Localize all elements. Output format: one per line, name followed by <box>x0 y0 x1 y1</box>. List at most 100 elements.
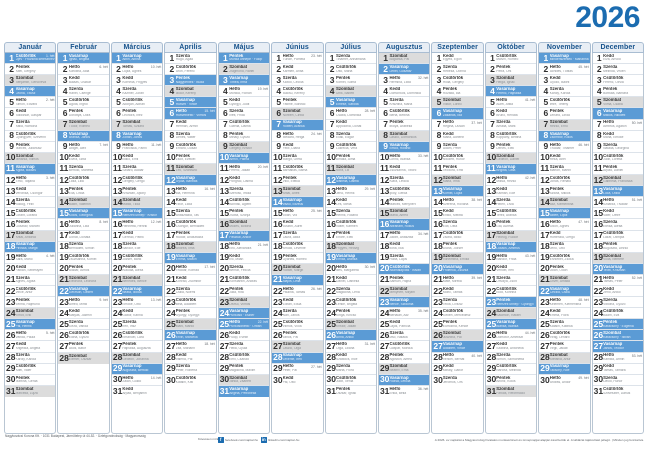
day-row[interactable]: 5 Csütörtök Adorján, Adrián <box>111 97 163 109</box>
day-row[interactable]: 3 Vasárnap Tímea, Irma <box>218 75 270 87</box>
day-row[interactable]: 16 Hétfő Ödön, Ágnes 47. hét <box>539 219 590 231</box>
day-row[interactable]: 9 Hétfő Franciska, Fanni 11. hét <box>111 141 163 153</box>
day-row[interactable]: 17 Szombat Antal, Antónia <box>5 230 56 242</box>
day-row[interactable]: 20 Péntek Aladár, Álmos <box>58 263 109 275</box>
day-row[interactable]: 9 Csütörtök Lukrécia, Vera <box>325 141 376 153</box>
day-row[interactable]: 23 Szerda Tekla, Líviusz <box>432 297 483 309</box>
day-row[interactable]: 8 Péntek Mihály, Győző <box>218 130 270 142</box>
day-row[interactable]: 7 Szerda Attila, Ramóna <box>5 119 56 131</box>
day-row[interactable]: 28 Csütörtök Emil, Csanád <box>218 352 270 364</box>
day-row[interactable]: 5 Vasárnap Emese, Sarolta <box>325 97 376 109</box>
day-row[interactable]: 28 Kedd Szabolcs, Ince <box>325 352 376 364</box>
day-row[interactable]: 19 Hétfő Nándor, Frida 43. hét <box>485 252 537 264</box>
day-row[interactable]: 4 Szombat Ulrik, Babett <box>325 86 376 98</box>
day-row[interactable]: 17 Kedd Hortenzia, Gergő <box>539 230 590 242</box>
month-title[interactable]: Augusztus <box>377 42 431 53</box>
day-row[interactable]: 8 Csütörtök Gyöngyvér, Szeverin <box>5 130 56 142</box>
day-row[interactable]: 20 Kedd Fábián, Sebestyén <box>5 263 56 275</box>
day-row[interactable]: 27 Szerda Hella, Gyula <box>218 341 270 353</box>
day-row[interactable]: 26 Szombat Jusztina, Pál <box>432 330 483 342</box>
month-title[interactable]: Július <box>324 42 377 53</box>
day-row[interactable]: 17 Kedd Gertrúd, Patrik <box>111 230 163 242</box>
day-row[interactable]: 3 Hétfő Hermina, Lídia 32. hét <box>378 75 430 87</box>
day-row[interactable]: 18 Szombat Andrea, Ilma <box>165 241 216 253</box>
day-row[interactable]: 5 Szombat Vilma, Csaba <box>592 97 644 109</box>
day-row[interactable]: 2 Csütörtök Áron, Ferenc <box>165 64 216 76</box>
day-row[interactable]: 29 Vasárnap Auguszta, Bertold <box>111 363 163 375</box>
day-row[interactable]: 15 Szombat Mária, Alfréd <box>378 208 430 220</box>
day-row[interactable]: 23 Péntek Zelma, Rajmund <box>5 297 56 309</box>
day-row[interactable]: 9 Szerda Ádám, Péter <box>432 141 483 153</box>
day-row[interactable]: 18 Vasárnap Lukács, Ambrus <box>485 241 537 253</box>
day-row[interactable]: 23 Csütörtök Béla, Adalbert <box>165 297 216 309</box>
day-row[interactable]: 1 Kedd Elza, Arnold <box>592 53 644 65</box>
day-row[interactable]: 22 Szerda Csilla, Noémi <box>165 285 216 298</box>
day-row[interactable]: 10 Kedd Réka, Ariel <box>539 152 590 164</box>
day-row[interactable]: 3 Csütörtök Hilda, Gergely <box>432 75 483 87</box>
day-row[interactable]: 28 Péntek Ágoston, Alfréd <box>378 352 430 364</box>
day-row[interactable]: 14 Vasárnap Vazul, Elizeus <box>272 197 323 209</box>
day-row[interactable]: 6 Vasárnap Zakariás, Ida <box>432 108 483 120</box>
day-row[interactable]: 28 Vasárnap Levente, Irén <box>272 352 323 364</box>
day-row[interactable]: 1 Kedd Egyed, Egon <box>432 53 483 65</box>
day-row[interactable]: 11 Szerda Szilárd, Aladár <box>111 163 163 176</box>
day-row[interactable]: 3 Kedd Kornélia, Frigyes <box>111 75 163 87</box>
day-row[interactable]: 14 Hétfő Szilárda, Tivadar 51. hét <box>592 197 644 209</box>
day-row[interactable]: 19 Vasárnap Emma, Malvin <box>165 252 216 264</box>
day-row[interactable]: 31 Kedd Árpád, Benjámin <box>111 385 163 397</box>
day-row[interactable]: 16 Hétfő Henrietta, Henrik 12. hét <box>111 219 163 231</box>
day-row[interactable]: 24 Szombat Timót, Erik <box>5 308 56 320</box>
day-row[interactable]: 8 Vasárnap Zsombor, Kolos <box>539 130 590 142</box>
day-row[interactable]: 13 Péntek Krisztián, Ajtony <box>111 186 163 198</box>
day-row[interactable]: 3 Péntek Nagypéntek · Buda <box>165 75 216 87</box>
day-row[interactable]: 10 Péntek Zsolt, Ezékiel <box>165 152 216 164</box>
day-row[interactable]: 4 Szerda Ráhel, Csenge <box>58 86 109 98</box>
facebook-icon[interactable]: f <box>218 437 224 443</box>
day-row[interactable]: 12 Csütörtök Gergely, Gergő <box>111 175 163 187</box>
day-row[interactable]: 27 Kedd Angelika, Angéla <box>5 341 56 353</box>
day-row[interactable]: 25 Szombat Márk, Márkó <box>165 319 216 331</box>
day-row[interactable]: 19 Szerda Huba, Lajos <box>378 252 430 264</box>
day-row[interactable]: 4 Szerda Károly, Karola <box>539 86 590 98</box>
day-row[interactable]: 7 Kedd Herman, Ármin <box>165 119 216 131</box>
day-row[interactable]: 24 Szerda Iván, János <box>272 308 323 320</box>
day-row[interactable]: 11 Péntek Árpád, Dániel <box>592 163 644 176</box>
day-row[interactable]: 3 Kedd Győző, Bálint <box>539 75 590 87</box>
day-row[interactable]: 22 Kedd Zénó, Anikó <box>592 285 644 298</box>
day-row[interactable]: 10 Csütörtök Nikolett, Hunor <box>432 152 483 164</box>
day-row[interactable]: 28 Hétfő Vencel, Bernát 40. hét <box>432 352 483 364</box>
day-row[interactable]: 7 Kedd Appolónia, Donát <box>325 119 376 131</box>
day-row[interactable]: 8 Szombat László, Domonkos <box>378 130 430 142</box>
day-row[interactable]: 23 Hétfő Alfréd, Mirtill 9. hét <box>58 297 109 309</box>
day-row[interactable]: 11 Vasárnap Ágota, Balázs <box>5 163 56 176</box>
day-row[interactable]: 20 Vasárnap Teofil, Krisztián <box>592 263 644 275</box>
day-row[interactable]: 9 Szombat Gergely, Kristóf <box>218 141 270 153</box>
day-row[interactable]: 13 Hétfő Jenő, Henrik 29. hét <box>325 186 376 198</box>
day-row[interactable]: 26 Hétfő Vanda, Paula 5. hét <box>5 330 56 342</box>
day-row[interactable]: 4 Hétfő Mónika, Flórián 19. hét <box>218 86 270 98</box>
day-row[interactable]: 4 Péntek Borbála, Barbara <box>592 86 644 98</box>
day-row[interactable]: 6 Szombat Norbert, Cintia <box>272 108 323 120</box>
day-row[interactable]: 31 Szombat Marcella, Lujza <box>5 385 56 397</box>
social-link[interactable]: in linkedin.com/naptar-hu <box>261 437 299 443</box>
day-row[interactable]: 18 Szerda Sándor, Ede <box>111 241 163 253</box>
day-row[interactable]: 28 Hétfő Kamilla, Ármin 53. hét <box>592 352 644 364</box>
day-row[interactable]: 5 Hétfő Aurél, Attila 41. hét <box>485 97 537 109</box>
day-row[interactable]: 7 Vasárnap Róbert, Aranka <box>272 119 323 131</box>
day-row[interactable]: 10 Kedd Elvira, Gitta <box>58 152 109 164</box>
day-row[interactable]: 19 Szombat Vilhelmina, Emília <box>432 252 483 264</box>
day-row[interactable]: 15 Péntek Zsófia, Szonja <box>218 208 270 220</box>
day-row[interactable]: 21 Szombat Olivér, Amália <box>539 274 590 286</box>
day-row[interactable]: 18 Vasárnap Piroska, Margit <box>5 241 56 253</box>
day-row[interactable]: 5 Csütörtök Ágota, Ingrid <box>58 97 109 109</box>
day-row[interactable]: 10 Hétfő Lőrinc, Bianka 33. hét <box>378 152 430 164</box>
day-row[interactable]: 1 Szerda Tihamér, Annamária <box>325 53 376 65</box>
day-row[interactable]: 1 Péntek Munka ünnepe · Fülöp <box>218 53 270 65</box>
day-row[interactable]: 10 Csütörtök Judit, Loretta <box>592 152 644 164</box>
day-row[interactable]: 13 Hétfő Ida, Hermina 16. hét <box>165 186 216 198</box>
day-row[interactable]: 6 Csütörtök Berta, Bettina <box>378 108 430 120</box>
day-row[interactable]: 22 Csütörtök Előd, Korinna <box>485 285 537 298</box>
day-row[interactable]: 19 Csütörtök Erzsébet, Zsóka <box>539 252 590 264</box>
day-row[interactable]: 6 Hétfő Húsvéthétfő · Vilmos 15. hét <box>165 108 216 120</box>
day-row[interactable]: 24 Kedd Gábor, Karina <box>111 308 163 320</box>
